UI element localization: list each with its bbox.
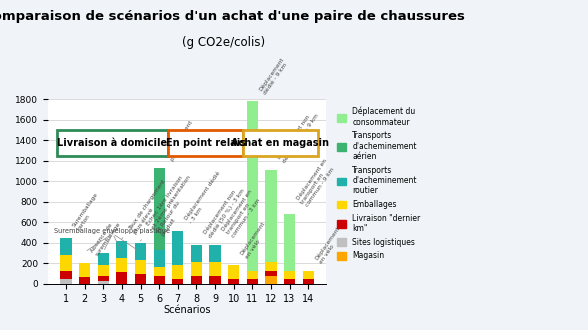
Text: En point relais: En point relais: [166, 138, 246, 148]
Bar: [265, 276, 276, 284]
Text: Taux de chargement
plus élevé: Taux de chargement plus élevé: [122, 179, 171, 239]
Bar: [153, 268, 165, 276]
Text: Acheminement
par avion: Acheminement par avion: [165, 119, 199, 162]
Text: Déplacement
dédié - 9 km: Déplacement dédié - 9 km: [258, 56, 290, 95]
Text: Déplacement dédié
- 3 km: Déplacement dédié - 3 km: [183, 170, 226, 224]
Text: Livraison à domicile: Livraison à domicile: [58, 138, 168, 148]
Text: Suremballage enveloppe plastique: Suremballage enveloppe plastique: [55, 228, 171, 234]
Bar: [79, 263, 90, 277]
Bar: [284, 279, 295, 284]
Text: Suremballage
carton: Suremballage carton: [72, 192, 104, 232]
Legend: Déplacement du
consommateur, Transports
d'acheminement
aérien, Transports
d'ache: Déplacement du consommateur, Transports …: [333, 103, 424, 264]
Bar: [191, 245, 202, 262]
Bar: [98, 281, 109, 284]
Text: (g CO2e/colis): (g CO2e/colis): [182, 36, 265, 49]
Text: Déplacement non
dédié (50 %) - 9 km: Déplacement non dédié (50 %) - 9 km: [276, 109, 320, 164]
Text: Déplacement en
transport en
commun - 9 km: Déplacement en transport en commun - 9 k…: [295, 158, 337, 208]
Bar: [265, 262, 276, 271]
Bar: [79, 277, 90, 284]
Bar: [284, 214, 295, 271]
Bar: [209, 276, 220, 284]
Bar: [61, 255, 72, 271]
Bar: [191, 262, 202, 276]
Bar: [135, 274, 146, 284]
Bar: [135, 260, 146, 274]
Bar: [265, 271, 276, 276]
Bar: [228, 279, 239, 284]
Text: Achat en magasin: Achat en magasin: [231, 138, 329, 148]
FancyBboxPatch shape: [168, 130, 243, 156]
Text: Déplacement non
dédié (50 %) - 3 km: Déplacement non dédié (50 %) - 3 km: [202, 184, 246, 239]
Bar: [153, 276, 165, 284]
Bar: [61, 279, 72, 284]
Bar: [153, 168, 165, 250]
Bar: [98, 265, 109, 276]
Bar: [61, 238, 72, 255]
Bar: [116, 241, 128, 258]
Bar: [172, 265, 183, 279]
Text: Échec 1ère livraison
et 2ème présentation
et Retour du
produit: Échec 1ère livraison et 2ème présentatio…: [141, 171, 202, 241]
Bar: [153, 250, 165, 268]
Bar: [209, 245, 220, 262]
Bar: [172, 279, 183, 284]
Text: Déplacement en
transport en
commun - 3 km: Déplacement en transport en commun - 3 k…: [220, 189, 263, 239]
Bar: [135, 243, 146, 260]
Bar: [116, 272, 128, 284]
Bar: [98, 276, 109, 281]
FancyBboxPatch shape: [56, 130, 168, 156]
FancyBboxPatch shape: [243, 130, 318, 156]
Bar: [265, 170, 276, 262]
Bar: [116, 258, 128, 272]
Bar: [303, 279, 314, 284]
Bar: [191, 276, 202, 284]
X-axis label: Scénarios: Scénarios: [163, 305, 211, 315]
Bar: [284, 271, 295, 279]
Text: Déplacement
en vélo: Déplacement en vélo: [239, 220, 271, 259]
Text: Déplacement
en vélo: Déplacement en vélo: [314, 225, 346, 264]
Bar: [247, 101, 258, 271]
Bar: [228, 265, 239, 279]
Bar: [209, 262, 220, 276]
Bar: [303, 271, 314, 279]
Bar: [61, 271, 72, 279]
Bar: [172, 231, 183, 265]
Text: Absence de
suremballage: Absence de suremballage: [90, 218, 122, 257]
Text: Comparaison de scénarios d'un achat d'une paire de chaussures: Comparaison de scénarios d'un achat d'un…: [0, 10, 465, 23]
Bar: [98, 253, 109, 265]
Bar: [247, 279, 258, 284]
Bar: [247, 271, 258, 279]
